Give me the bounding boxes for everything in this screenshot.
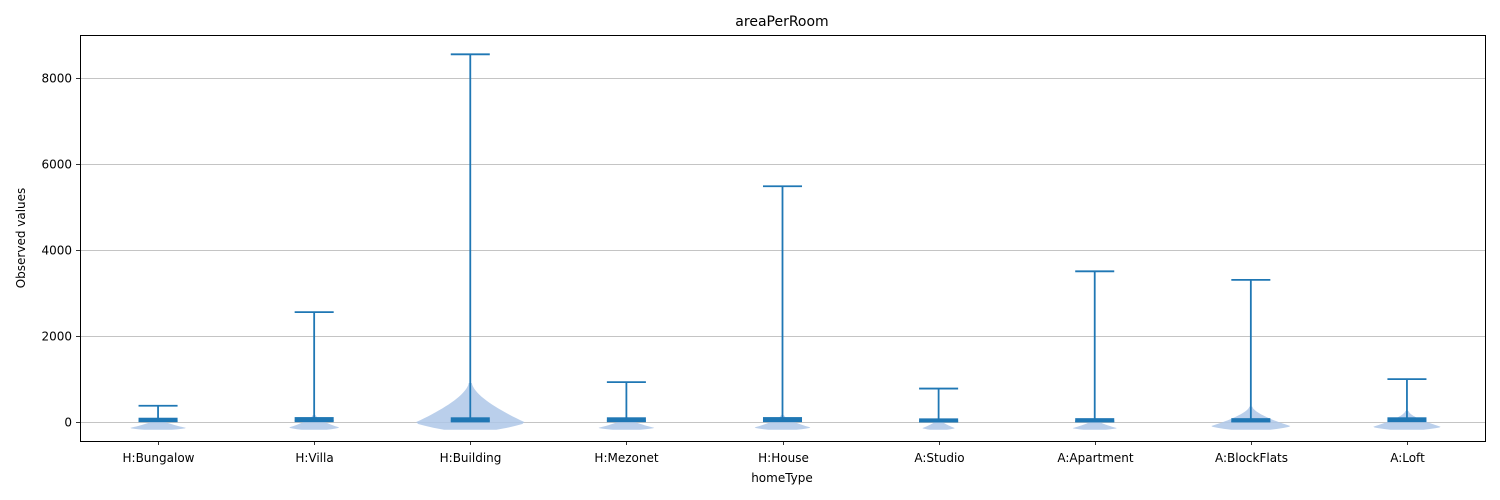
violin-median-bar (1231, 418, 1271, 423)
x-tick-label: H:Villa (295, 451, 333, 465)
x-tick-label: A:Loft (1390, 451, 1425, 465)
x-tick-label: H:House (758, 451, 809, 465)
violin-median-bar (294, 417, 334, 422)
violin (754, 185, 811, 430)
violin (416, 53, 525, 430)
chart-title: areaPerRoom (735, 14, 828, 30)
violin-median-bar (762, 417, 803, 422)
x-tick-label: H:Bungalow (123, 451, 195, 465)
y-tick-label: 8000 (41, 72, 72, 86)
violin (598, 381, 655, 430)
violin-median-bar (1387, 417, 1427, 422)
x-tick-label: H:Mezonet (594, 451, 658, 465)
plot-frame (80, 35, 1486, 442)
violin-body (598, 417, 655, 430)
x-tick-label: A:Apartment (1057, 451, 1134, 465)
violin-body (922, 419, 955, 430)
y-tick-label: 6000 (41, 158, 72, 172)
violin (1211, 278, 1291, 430)
violin (1373, 378, 1441, 430)
violin-median-bar (919, 418, 959, 423)
violin-body (289, 415, 340, 430)
y-tick-label: 2000 (41, 330, 72, 344)
violin (1072, 270, 1117, 430)
y-tick-label: 0 (64, 416, 72, 430)
x-tick-label: A:Studio (914, 451, 964, 465)
violin-body (130, 418, 186, 430)
violin (289, 311, 340, 430)
violin (919, 387, 959, 430)
y-axis-ticks: 0 2000 4000 6000 8000 (41, 72, 80, 430)
x-axis-label: homeType (751, 471, 813, 485)
y-axis-label: Observed values (14, 188, 28, 289)
violin-series (130, 53, 1441, 430)
x-tick-label: A:BlockFlats (1215, 451, 1288, 465)
x-axis-ticks: H:Bungalow H:Villa H:Building H:Mezonet H:Ho… (123, 441, 1425, 465)
violin-body (1072, 419, 1117, 430)
violin-median-bar (138, 417, 178, 422)
violin-body (754, 415, 811, 430)
violin-median-bar (450, 417, 490, 422)
x-tick-label: H:Building (440, 451, 502, 465)
violin-median-bar (1075, 418, 1115, 423)
violin (130, 404, 186, 430)
y-tick-label: 4000 (41, 244, 72, 258)
violin-median-bar (606, 417, 646, 422)
